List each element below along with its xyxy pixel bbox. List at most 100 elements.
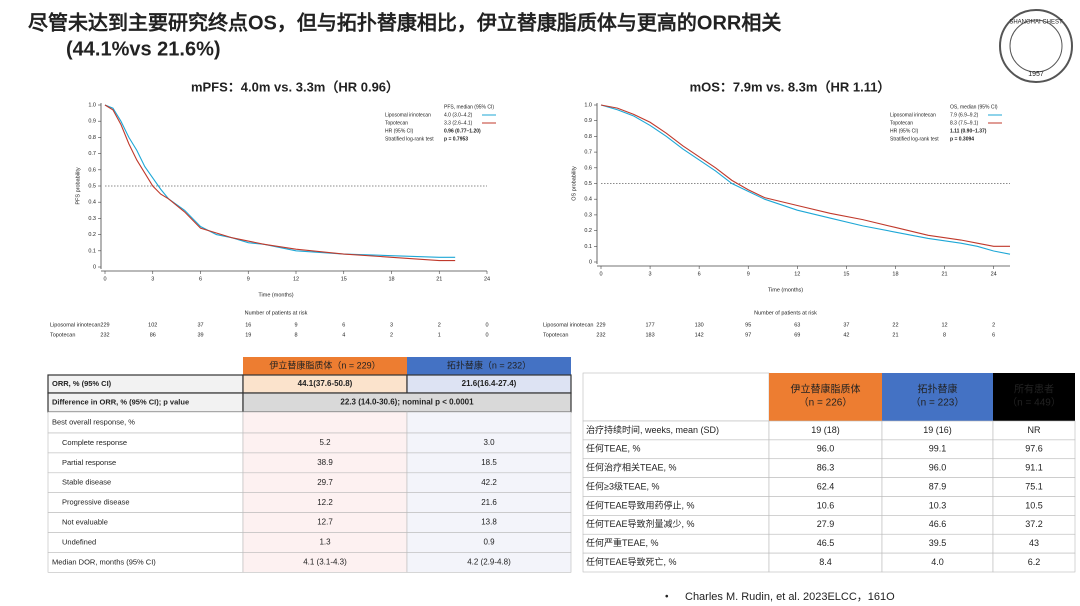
row-label: Progressive disease (62, 498, 130, 507)
x-tick-label: 6 (199, 276, 202, 282)
row-label: Complete response (62, 438, 127, 447)
x-tick-label: 15 (341, 276, 347, 282)
legend-value: 4.0 (3.0–4.2) (444, 112, 473, 118)
header-cell (582, 372, 770, 422)
cell-text: 96.0 (929, 463, 947, 473)
y-tick-label: 0.2 (88, 232, 96, 238)
y-axis-label: OS probability (571, 166, 577, 201)
at-risk-count: 86 (150, 332, 156, 338)
legend-value: 8.3 (7.5–9.1) (950, 120, 979, 126)
y-tick-label: 0.1 (584, 244, 592, 250)
at-risk-count: 2 (992, 322, 995, 328)
y-tick-label: 0.4 (584, 197, 592, 203)
header-cell (407, 357, 571, 375)
at-risk-count: 69 (794, 332, 800, 338)
survival-curve (104, 104, 456, 262)
cell-text: 46.6 (929, 519, 947, 529)
cell-text: 6.2 (1028, 557, 1041, 567)
y-tick-label: 1.0 (88, 102, 96, 108)
at-risk-count: 2 (438, 322, 441, 328)
y-tick-label: 0 (589, 259, 592, 265)
cell-text: 27.9 (817, 519, 835, 529)
cell-text: 62.4 (817, 481, 835, 491)
cell-text: 29.7 (317, 478, 333, 487)
row-label: 任何≥3级TEAE, % (586, 480, 659, 491)
cell-text: 38.9 (317, 458, 333, 467)
x-tick-label: 0 (103, 276, 106, 282)
logo-inner (1009, 19, 1063, 73)
x-tick-label: 15 (843, 271, 849, 277)
at-risk-count: 22 (892, 322, 898, 328)
cell-text: 10.5 (1025, 500, 1043, 510)
at-risk-count: 142 (695, 332, 704, 338)
survival-curve (600, 104, 1011, 255)
at-risk-count: 21 (892, 332, 898, 338)
title: 尽管未达到主要研究终点OS，但与拓扑替康相比，伊立替康脂质体与更高的ORR相关 (28, 10, 781, 34)
legend-value: 3.3 (2.6–4.1) (444, 120, 473, 126)
at-risk-count: 130 (695, 322, 704, 328)
legend-value: p = 0.7953 (444, 136, 468, 142)
y-tick-label: 0.5 (584, 181, 592, 187)
at-risk-count: 1 (438, 332, 441, 338)
cell-text: 42.2 (481, 478, 497, 487)
y-tick-label: 0.1 (88, 248, 96, 254)
x-tick-label: 21 (436, 276, 442, 282)
header-text: 伊立替康脂质体 (791, 383, 861, 396)
header-text: 伊立替康脂质体（n = 229） (269, 359, 380, 370)
y-tick-label: 0.5 (88, 183, 96, 189)
cell-text: 5.2 (319, 438, 331, 447)
cell-text: 46.5 (817, 538, 835, 548)
at-risk-count: 177 (645, 322, 654, 328)
cell-text: 22.3 (14.0-30.6); nominal p < 0.0001 (340, 398, 474, 407)
row-label: 任何TEAE导致用药停止, % (586, 499, 695, 510)
legend-label: Topotecan (385, 120, 408, 126)
x-tick-label: 12 (293, 276, 299, 282)
logo-ring (999, 9, 1073, 83)
at-risk-title: Number of patients at risk (245, 310, 308, 316)
cell-text: 8.4 (819, 557, 832, 567)
y-tick-label: 0.6 (88, 167, 96, 173)
y-tick-label: 0.6 (584, 165, 592, 171)
row-label: Undefined (62, 537, 96, 546)
at-risk-count: 0 (485, 332, 488, 338)
y-tick-label: 0.9 (584, 118, 592, 124)
at-risk-count: 232 (596, 332, 605, 338)
y-tick-label: 0.4 (88, 200, 96, 206)
legend-label: HR (95% CI) (385, 128, 414, 134)
at-risk-count: 183 (645, 332, 654, 338)
cell-text: 0.9 (483, 538, 495, 547)
survival-curve (600, 104, 1010, 247)
citation: Charles M. Rudin, et al. 2023ELCC，161O (685, 591, 895, 603)
row-label: 任何TEAE导致剂量减少, % (586, 518, 695, 529)
y-tick-label: 0.3 (584, 212, 592, 218)
at-risk-count: 9 (294, 322, 297, 328)
y-tick-label: 0.2 (584, 228, 592, 234)
at-risk-count: 6 (992, 332, 995, 338)
x-axis-label: Time (months) (258, 292, 293, 298)
x-tick-label: 21 (941, 271, 947, 277)
y-tick-label: 0.8 (584, 134, 592, 140)
cell-text: 96.0 (817, 444, 835, 454)
at-risk-label: Topotecan (50, 332, 75, 338)
y-tick-label: 0.9 (88, 119, 96, 125)
cell-text: 75.1 (1025, 481, 1043, 491)
cell-text: 39.5 (929, 538, 947, 548)
row-label: Stable disease (62, 478, 111, 487)
cell-text: 43 (1029, 538, 1039, 548)
at-risk-count: 63 (794, 322, 800, 328)
chart-title: mPFS：4.0m vs. 3.3m（HR 0.96） (191, 79, 399, 94)
cell (406, 411, 572, 434)
cell-text: 12.7 (317, 518, 333, 527)
at-risk-count: 12 (941, 322, 947, 328)
at-risk-count: 97 (745, 332, 751, 338)
logo-text: SHANGHAI CHEST (1009, 20, 1063, 26)
x-tick-label: 0 (599, 271, 602, 277)
at-risk-count: 42 (843, 332, 849, 338)
x-tick-label: 24 (484, 276, 490, 282)
legend-label: Liposomal irinotecan (385, 112, 431, 118)
subtitle: (44.1%vs 21.6%) (66, 38, 221, 60)
y-tick-label: 0.3 (88, 216, 96, 222)
at-risk-count: 6 (342, 322, 345, 328)
